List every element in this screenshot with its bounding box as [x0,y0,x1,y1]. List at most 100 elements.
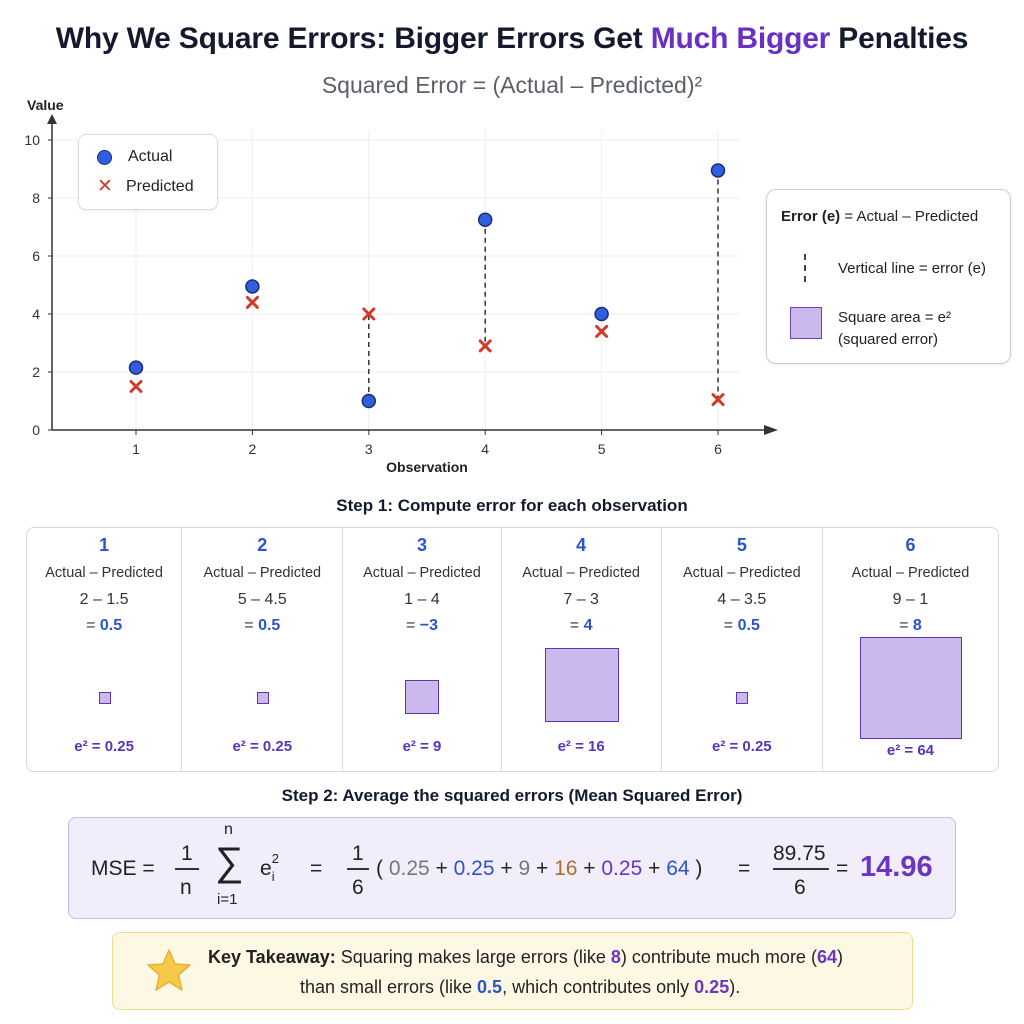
predicted-point [129,380,143,393]
squared-error-term: 0.25 [388,857,430,880]
frac-numerator: 1 [181,842,193,865]
predicted-point [478,339,492,353]
squared-errors-sum: ( 0.25 + 0.25 + 9 + 16 + 0.25 + 64 ) [376,857,702,881]
actual-point [477,212,493,227]
page-title: Why We Square Errors: Bigger Errors Get … [55,22,969,55]
card-squared-error: e² = 9 [402,738,442,755]
plus-sign: + [494,857,519,880]
card-error-result: = 8 [899,617,922,634]
x-tick-label: 4 [481,441,489,457]
card-number: 5 [736,535,747,555]
y-tick-label: 8 [32,190,40,206]
actual-point [594,306,609,322]
predicted-point [362,307,376,321]
card-number: 2 [257,535,268,555]
x-axis-label: Observation [386,459,468,475]
card-label: Actual – Predicted [522,565,640,581]
x-stroke [362,307,376,321]
x-axis-arrow-icon [764,425,778,435]
predicted-point [711,393,725,407]
dashed-line-icon [804,254,806,282]
fraction-bar [347,868,369,870]
plus-sign: + [530,857,555,880]
plus-sign: + [429,857,454,880]
card-squared-error: e² = 0.25 [712,738,772,755]
total-denominator: 6 [794,876,806,899]
plus-sign: + [642,857,667,880]
error-lines [368,170,719,401]
error-key-box: Error (e) = Actual – Predicted Vertical … [766,189,1011,364]
x-stroke [129,380,143,393]
squared-error-term: 16 [554,857,578,880]
x-tick-label: 3 [365,441,373,457]
squared-error-square [256,692,269,704]
observation-card: 3 Actual – Predicted 1 – 4 = −3 e² = 9 [343,528,502,771]
card-error-result: = 4 [569,617,593,634]
card-squared-error: e² = 64 [886,742,935,759]
y-tick-label: 6 [32,248,40,264]
actual-point [361,393,377,409]
star-icon [147,949,191,991]
plus-sign: + [577,857,602,880]
observation-card: 5 Actual – Predicted 4 – 3.5 = 0.5 e² = 0.25 [662,528,823,771]
card-error-result: = 0.5 [244,617,281,634]
key-title: Error (e) = Actual – Predicted [781,208,979,225]
card-squared-error: e² = 16 [557,738,605,755]
mse-label: MSE = [91,857,155,880]
card-number: 3 [416,535,427,555]
card-label: Actual – Predicted [45,565,163,581]
squared-error-square [859,637,962,739]
actual-point [245,279,260,294]
card-error-result: = −3 [405,617,438,634]
takeaway-line-2: than small errors (like 0.5, which contr… [300,977,741,997]
chart-legend: Actual ✕ Predicted [78,134,218,210]
card-calculation: 2 – 1.5 [79,591,129,608]
x-stroke [595,324,609,338]
sum-upper: n [224,821,233,838]
squared-error-square [736,692,749,704]
takeaway-line-1: Key Takeaway: Squaring makes large error… [208,947,843,967]
legend-item-predicted: ✕ Predicted [97,177,194,196]
legend-label: Actual [128,148,173,165]
actual-point [128,360,144,375]
observation-card: 6 Actual – Predicted 9 – 1 = 8 e² = 64 [823,528,998,771]
card-error-result: = 0.5 [86,617,123,634]
card-number: 4 [576,535,587,555]
key-takeaway-box: Key Takeaway: Squaring makes large error… [112,932,913,1010]
frac-denominator: n [180,876,192,899]
x-stroke [711,393,725,407]
actual-marker-icon [97,149,112,165]
paren-open: ( [376,857,389,880]
squared-error-square [405,680,440,714]
card-label: Actual – Predicted [682,565,801,581]
card-calculation: 7 – 3 [563,591,599,608]
x-stroke [478,339,492,353]
x-tick-label: 1 [132,441,140,457]
card-squared-error: e² = 0.25 [74,738,134,755]
card-squared-error: e² = 0.25 [232,738,293,755]
frac-numerator: 1 [352,842,364,865]
y-tick-label: 10 [24,132,40,148]
equals-sign: = [836,857,849,880]
x-tick-label: 6 [714,441,722,457]
chart-marks [128,163,726,409]
x-tick-label: 5 [598,441,606,457]
card-number: 1 [99,535,110,555]
key-square-text: Square area = e² (squared error) [838,309,951,348]
key-vline-text: Vertical line = error (e) [838,260,986,277]
sigma-icon: ∑ [215,840,244,884]
card-calculation: 9 – 1 [892,591,929,608]
squared-error-term: 64 [666,857,690,880]
squared-error-term: 0.25 [601,857,643,880]
card-calculation: 1 – 4 [404,591,440,608]
equals-sign: = [310,857,323,880]
actual-point [710,163,726,178]
y-axis-label: Value [27,97,64,113]
x-stroke [245,295,259,309]
frac-denominator: 6 [352,876,364,899]
predicted-point [245,295,259,309]
card-number: 6 [905,535,916,555]
x-tick-label: 2 [249,441,257,457]
fraction-bar [773,868,829,870]
